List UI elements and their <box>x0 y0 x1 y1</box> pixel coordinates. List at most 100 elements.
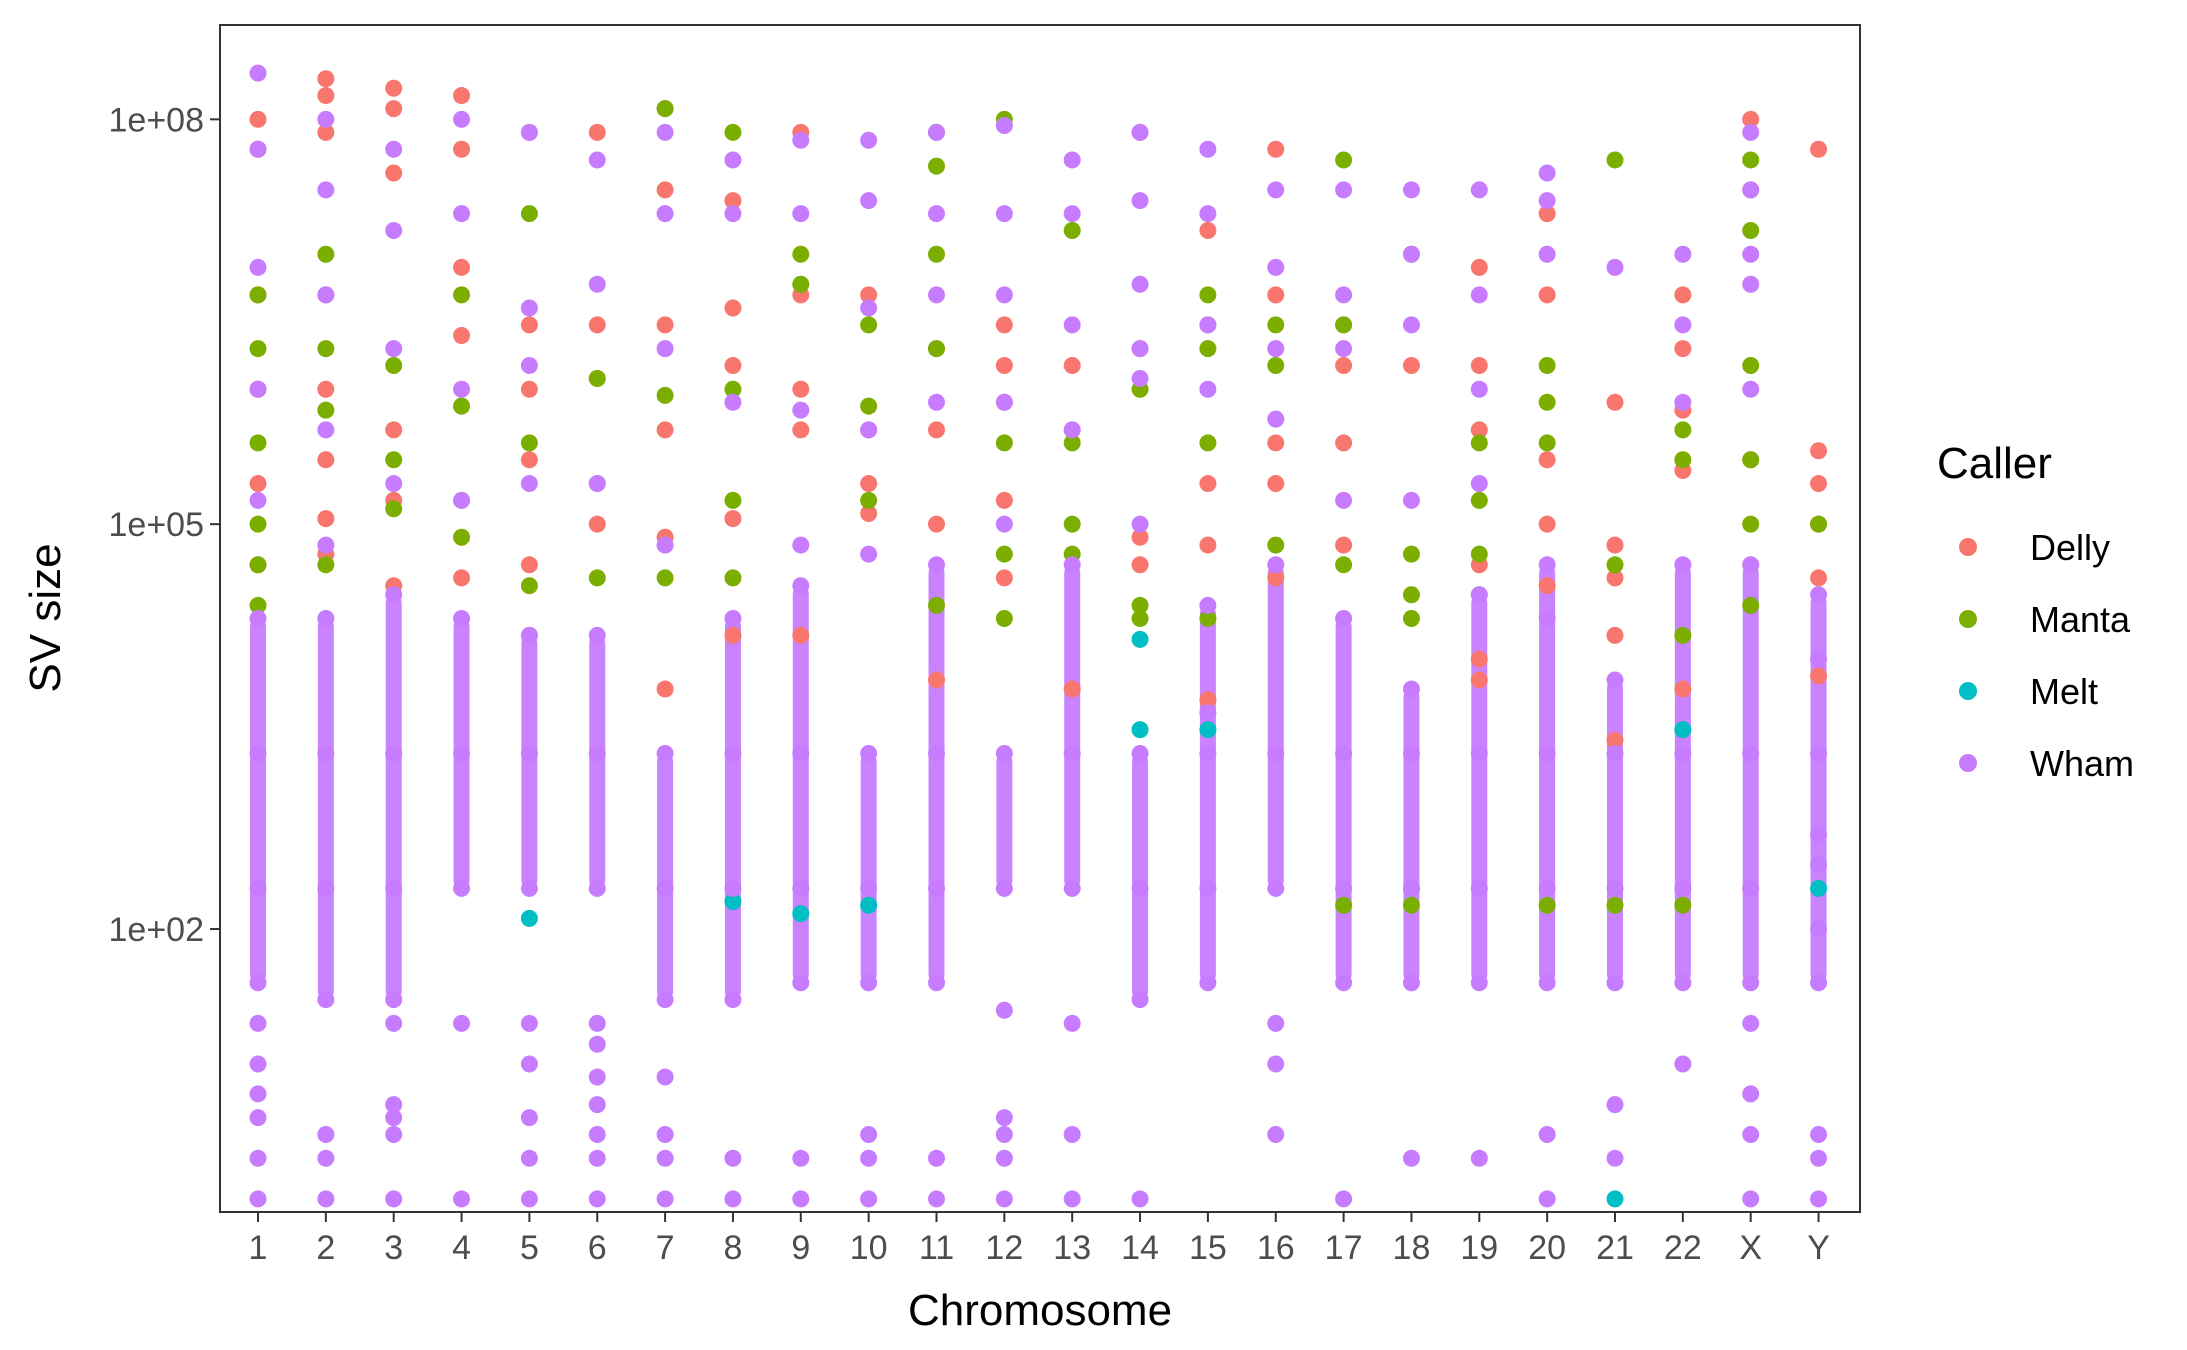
data-point <box>317 1190 335 1208</box>
data-point <box>385 1190 403 1208</box>
point-strip <box>1132 753 1149 1000</box>
data-point <box>453 397 471 415</box>
data-point <box>1199 721 1217 739</box>
data-point <box>1267 258 1285 276</box>
data-point <box>1267 475 1285 493</box>
data-point <box>1267 356 1285 374</box>
data-point <box>724 569 742 587</box>
data-point <box>385 991 403 1009</box>
data-point <box>249 974 267 992</box>
data-point <box>1674 680 1692 698</box>
data-point <box>1606 1190 1624 1208</box>
data-point <box>1538 245 1556 263</box>
data-point <box>385 164 403 182</box>
data-point <box>1674 721 1692 739</box>
data-point <box>1402 181 1420 199</box>
data-point <box>1199 205 1217 223</box>
data-point <box>453 140 471 158</box>
data-point <box>1538 434 1556 452</box>
data-point <box>1742 1126 1760 1144</box>
x-tick-label: 20 <box>1528 1229 1566 1267</box>
data-point <box>1199 610 1217 627</box>
data-point <box>995 205 1013 223</box>
y-axis: 1e+02 1e+05 1e+08 <box>109 101 220 949</box>
data-point <box>1063 879 1081 897</box>
data-point <box>995 1001 1013 1019</box>
data-point <box>1199 286 1217 304</box>
data-point <box>1470 671 1488 689</box>
x-axis: 1 2 3 4 5 6 7 8 9 10 11 12 13 14 15 16 17 18 19 20 21 22 X Y <box>249 1212 1830 1267</box>
data-point <box>249 1190 267 1208</box>
data-point <box>588 151 606 169</box>
data-point <box>1810 515 1828 533</box>
data-point <box>1470 380 1488 398</box>
data-point <box>1063 1014 1081 1032</box>
data-point <box>860 131 878 149</box>
data-point <box>249 879 267 897</box>
data-point <box>1063 421 1081 439</box>
data-point <box>1742 1085 1760 1103</box>
data-point <box>1674 421 1692 439</box>
data-point <box>1606 896 1624 914</box>
data-point <box>317 510 335 528</box>
data-point <box>385 356 403 374</box>
data-point <box>1402 356 1420 374</box>
data-point <box>520 577 538 595</box>
data-point <box>385 340 403 358</box>
data-point <box>792 577 810 595</box>
data-point <box>1606 393 1624 411</box>
data-point <box>520 451 538 469</box>
data-point <box>1402 1149 1420 1167</box>
point-strip <box>860 753 877 983</box>
data-point <box>928 879 945 897</box>
data-point <box>928 744 945 762</box>
data-point <box>453 110 471 128</box>
data-point <box>792 905 810 923</box>
data-point <box>1335 536 1353 554</box>
data-point <box>1402 586 1420 604</box>
data-point <box>1538 515 1556 533</box>
data-point <box>1335 556 1353 574</box>
data-point <box>656 181 674 199</box>
data-point <box>1267 340 1285 358</box>
data-point <box>520 205 538 223</box>
point-strip <box>385 594 402 1000</box>
data-point <box>1131 879 1149 897</box>
data-point <box>995 515 1013 533</box>
data-point <box>1335 356 1353 374</box>
data-point <box>249 1109 267 1127</box>
data-point <box>1131 744 1149 762</box>
data-point <box>1674 626 1692 644</box>
data-point <box>1267 434 1285 452</box>
point-strip <box>1742 564 1759 983</box>
point-strip <box>1335 618 1352 983</box>
data-point <box>1131 528 1149 546</box>
data-point <box>1199 879 1217 897</box>
data-point <box>588 879 606 897</box>
data-point <box>995 545 1013 563</box>
data-point <box>1742 515 1760 533</box>
data-point <box>792 275 810 293</box>
data-point <box>860 504 878 522</box>
data-point <box>385 100 403 118</box>
x-tick-label: 8 <box>723 1229 742 1267</box>
legend-label: Manta <box>2030 599 2131 640</box>
data-point <box>1267 569 1285 587</box>
data-point <box>588 316 606 334</box>
x-tick-label: 14 <box>1121 1229 1159 1267</box>
data-point <box>928 123 945 141</box>
data-point <box>1674 451 1692 469</box>
data-point <box>792 401 810 419</box>
data-point <box>1538 610 1556 627</box>
data-point <box>1674 879 1692 897</box>
data-point <box>1131 630 1149 648</box>
point-strip <box>1267 564 1284 889</box>
data-point <box>792 1149 810 1167</box>
data-point <box>792 205 810 223</box>
data-point <box>656 340 674 358</box>
data-point <box>249 475 267 493</box>
points-layer <box>249 64 1828 1208</box>
x-tick-label: Y <box>1807 1229 1830 1267</box>
data-point <box>995 491 1013 509</box>
data-point <box>1199 475 1217 493</box>
